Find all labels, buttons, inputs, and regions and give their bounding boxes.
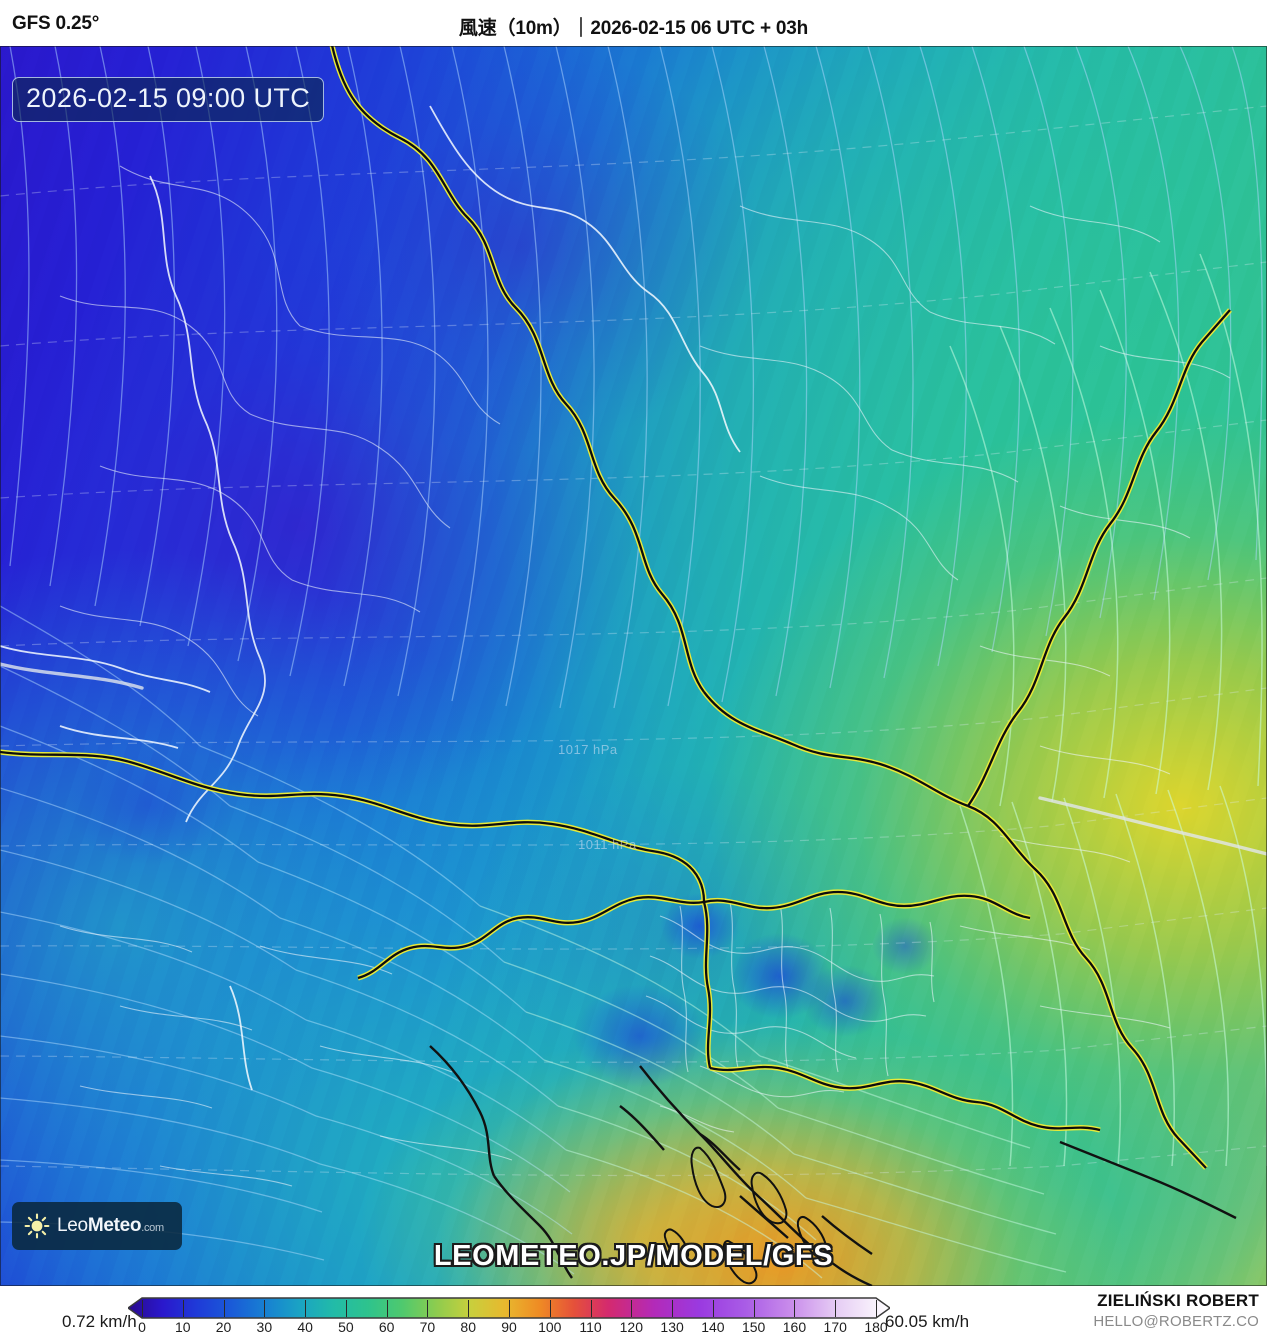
isobar-label-1017: 1017 hPa — [558, 742, 618, 757]
colorbar-tick-mark — [549, 1300, 551, 1317]
watermark-text: LEOMETEO.JP/MODEL/GFS — [433, 1240, 834, 1272]
sun-icon — [24, 1213, 50, 1239]
logo-word-meteo: Meteo — [87, 1215, 142, 1236]
colorbar-tick-mark — [386, 1300, 388, 1317]
colorbar-tick-mark — [223, 1300, 225, 1317]
colorbar-tick-label: 170 — [823, 1319, 847, 1335]
logo-wordmark: LeoMeteo.com — [57, 1215, 164, 1237]
page-title: 風速（10m）｜2026-02-15 06 UTC + 03h — [458, 18, 809, 39]
colorbar-tick-mark — [712, 1300, 714, 1317]
colorbar-tick-label: 0 — [138, 1319, 146, 1335]
colorbar-tick-label: 140 — [701, 1319, 725, 1335]
colorbar-tick-label: 150 — [741, 1319, 766, 1335]
colorbar-tick-mark — [142, 1300, 143, 1317]
logo-word-leo: Leo — [57, 1215, 88, 1236]
colorbar-tick-label: 50 — [338, 1319, 354, 1335]
colorbar-tick-label: 70 — [419, 1319, 436, 1335]
model-label: GFS 0.25° — [12, 13, 100, 34]
colorbar-tick-label: 120 — [619, 1319, 644, 1335]
streamline-layer — [0, 46, 1267, 1286]
author-email[interactable]: HELLO@ROBERTZ.CO — [1093, 1313, 1259, 1330]
colorbar-tick-label: 40 — [297, 1319, 313, 1335]
colorbar-tick-label: 30 — [256, 1319, 273, 1335]
author-name: ZIELIŃSKI ROBERT — [1097, 1291, 1259, 1310]
colorbar-tick-mark — [631, 1300, 633, 1317]
colorbar-tick-mark — [672, 1300, 674, 1317]
colorbar-tick-label: 160 — [782, 1319, 807, 1335]
colorbar-tick-label: 10 — [174, 1319, 191, 1335]
colorbar-tick-mark — [345, 1300, 347, 1317]
colorbar-tick-label: 60 — [378, 1319, 395, 1335]
leometeo-logo[interactable]: LeoMeteo.com — [12, 1202, 182, 1250]
colorbar-tick-label: 20 — [215, 1319, 232, 1335]
windspeed-low-pockets — [0, 46, 1267, 1286]
header-bar: GFS 0.25° 風速（10m）｜2026-02-15 06 UTC + 03… — [0, 0, 1267, 46]
colorbar-max-label: 60.05 km/h — [885, 1312, 970, 1331]
timestamp-badge: 2026-02-15 09:00 UTC — [12, 77, 325, 122]
colorbar-tick-mark — [876, 1300, 877, 1317]
colorbar-tick-mark — [305, 1300, 307, 1317]
isobar-label-1011: 1011 hPa — [578, 837, 637, 852]
colorbar-tick-mark — [590, 1300, 592, 1317]
colorbar-tick-mark — [264, 1300, 266, 1317]
colorbar-tick-mark — [794, 1300, 796, 1317]
colorbar-ticks: 0 10 20 30 40 50 60 70 80 90 100 110 120 130 140 150 160… — [128, 1300, 890, 1338]
colorbar-min-label: 0.72 km/h — [62, 1312, 137, 1331]
border-layer — [0, 46, 1267, 1286]
colorbar-tick-label: 80 — [460, 1319, 477, 1335]
colorbar-tick-label: 110 — [579, 1319, 602, 1335]
colorbar-tick-label: 130 — [660, 1319, 684, 1335]
colorbar-tick-mark — [182, 1300, 184, 1317]
colorbar-tick-label: 100 — [538, 1319, 562, 1335]
colorbar-tick-mark — [835, 1300, 837, 1317]
map-canvas[interactable]: 1017 hPa 1011 hPa 2026-02-15 09:00 UTC — [0, 46, 1267, 1286]
logo-domain-suffix: .com — [141, 1222, 164, 1234]
colorbar-tick-label: 180 — [864, 1319, 888, 1335]
colorbar-tick-label: 90 — [501, 1319, 517, 1335]
colorbar-tick-mark — [427, 1300, 429, 1317]
colorbar-tick-mark — [753, 1300, 755, 1317]
colorbar-tick-mark — [509, 1300, 510, 1317]
colorbar-tick-mark — [468, 1300, 470, 1317]
